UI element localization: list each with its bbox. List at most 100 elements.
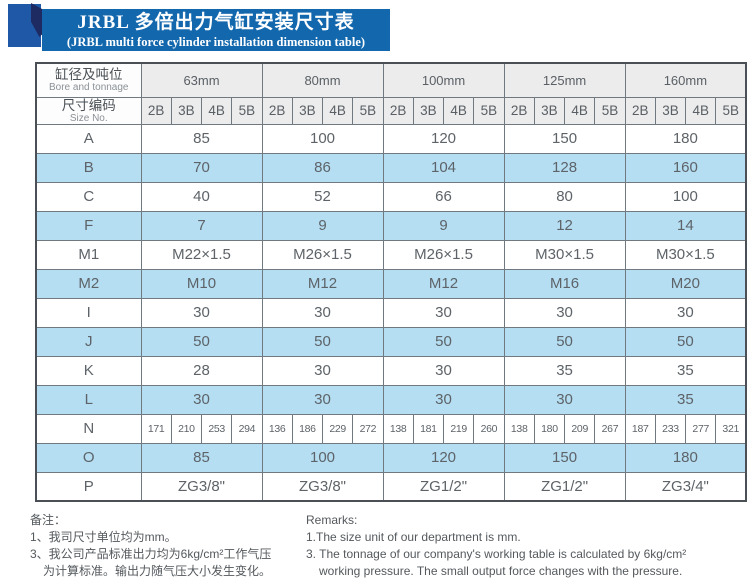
- size-code-header-cell: 3B: [533, 96, 566, 125]
- value-cell: 7: [140, 210, 263, 241]
- row-label-cell: J: [35, 326, 142, 357]
- value-cell: 30: [261, 384, 384, 415]
- row-label-cell: F: [35, 210, 142, 241]
- value-cell: 50: [261, 326, 384, 357]
- remarks-en-heading: Remarks:: [306, 513, 358, 527]
- value-cell: 50: [503, 326, 626, 357]
- page-title-zh: JRBL 多倍出力气缸安装尺寸表: [77, 12, 355, 33]
- row-label-cell: C: [35, 181, 142, 212]
- table-body: A 85 100 120 150 180 B 70 86 104 128 160 C 40 52 66 80 10…: [35, 123, 747, 502]
- size-code-header-cell: 2B: [624, 96, 656, 125]
- table-row: F 7 9 9 12 14: [35, 210, 747, 241]
- dimension-table: 缸径及吨位 Bore and tonnage 63mm 80mm 100mm 125mm 1…: [35, 62, 748, 502]
- bore-header-cell: 160mm: [624, 62, 747, 98]
- value-cell: 30: [140, 297, 263, 328]
- remarks-section: 备注： 1、我司尺寸单位均为mm。 3、我公司产品标准出力均为6kg/cm²工作…: [30, 512, 742, 580]
- value-cell: 85: [140, 442, 263, 473]
- remarks-zh-line: 1、我司尺寸单位均为mm。: [30, 530, 177, 544]
- table-row: N 171 210 253 294 136 186 229 272 138 181 219 260 138…: [35, 413, 747, 444]
- table-head: 缸径及吨位 Bore and tonnage 63mm 80mm 100mm 125mm 1…: [35, 62, 747, 125]
- value-cell: 86: [261, 152, 384, 183]
- corner-header-zh: 缸径及吨位: [55, 67, 123, 83]
- value-cell: M30×1.5: [624, 239, 747, 270]
- value-cell: 229: [321, 413, 354, 444]
- bore-header-cell: 100mm: [382, 62, 505, 98]
- value-cell: 187: [624, 413, 656, 444]
- value-cell: 150: [503, 123, 626, 154]
- value-cell: 14: [624, 210, 747, 241]
- value-cell: 30: [382, 297, 505, 328]
- value-cell: 120: [382, 123, 505, 154]
- remarks-en: Remarks: 1.The size unit of our departme…: [306, 512, 742, 580]
- value-cell: 50: [140, 326, 263, 357]
- size-code-header-cell: 3B: [412, 96, 445, 125]
- value-cell: 30: [382, 384, 505, 415]
- bore-header-cell: 80mm: [261, 62, 384, 98]
- value-cell: ZG3/8": [261, 471, 384, 502]
- remarks-zh-line: 3、我公司产品标准出力均为6kg/cm²工作气压: [30, 547, 272, 561]
- value-cell: 136: [261, 413, 293, 444]
- row-label-cell: P: [35, 471, 142, 502]
- corner-header-cell: 缸径及吨位 Bore and tonnage: [35, 62, 142, 98]
- row-label-cell: M1: [35, 239, 142, 270]
- size-code-header-cell: 4B: [442, 96, 475, 125]
- remarks-en-line: working pressure. The small output force…: [319, 564, 683, 578]
- remarks-zh-heading: 备注：: [30, 513, 67, 527]
- value-cell: 138: [503, 413, 535, 444]
- value-cell: 52: [261, 181, 384, 212]
- table-row: J 50 50 50 50 50: [35, 326, 747, 357]
- value-cell: 253: [200, 413, 233, 444]
- row-label-cell: A: [35, 123, 142, 154]
- value-cell: 210: [170, 413, 203, 444]
- value-cell: 180: [624, 123, 747, 154]
- value-cell: M12: [382, 268, 505, 299]
- row-label-cell: B: [35, 152, 142, 183]
- value-cell: 186: [291, 413, 324, 444]
- value-cell: 272: [352, 413, 384, 444]
- value-cell: 260: [473, 413, 505, 444]
- size-code-header-cell: 2B: [382, 96, 414, 125]
- value-cell: 171: [140, 413, 172, 444]
- value-cell: M10: [140, 268, 263, 299]
- corner-header-en: Bore and tonnage: [48, 82, 129, 94]
- value-cell: M22×1.5: [140, 239, 263, 270]
- remarks-zh-line: 为计算标准。输出力随气压大小发生变化。: [43, 564, 272, 578]
- value-cell: 80: [503, 181, 626, 212]
- table-row: C 40 52 66 80 100: [35, 181, 747, 212]
- remarks-zh: 备注： 1、我司尺寸单位均为mm。 3、我公司产品标准出力均为6kg/cm²工作…: [30, 512, 306, 580]
- value-cell: 181: [412, 413, 445, 444]
- value-cell: 28: [140, 355, 263, 386]
- table-row: I 30 30 30 30 30: [35, 297, 747, 328]
- corner-header-cell: 尺寸编码 Size No.: [35, 96, 142, 125]
- value-cell: 35: [624, 355, 747, 386]
- value-cell: ZG3/4": [624, 471, 747, 502]
- value-cell: 35: [624, 384, 747, 415]
- row-label-cell: L: [35, 384, 142, 415]
- table-row: B 70 86 104 128 160: [35, 152, 747, 183]
- size-code-header-cell: 3B: [170, 96, 203, 125]
- remarks-en-line: 3. The tonnage of our company's working …: [306, 547, 687, 561]
- value-cell: 50: [382, 326, 505, 357]
- value-cell: 85: [140, 123, 263, 154]
- value-cell: 30: [503, 297, 626, 328]
- table-row: P ZG3/8" ZG3/8" ZG1/2" ZG1/2" ZG3/4": [35, 471, 747, 502]
- value-cell: 30: [261, 297, 384, 328]
- value-cell: M30×1.5: [503, 239, 626, 270]
- value-cell: 294: [231, 413, 263, 444]
- size-code-header-cell: 5B: [594, 96, 626, 125]
- value-cell: 128: [503, 152, 626, 183]
- value-cell: 66: [382, 181, 505, 212]
- table-row: L 30 30 30 30 35: [35, 384, 747, 415]
- value-cell: 120: [382, 442, 505, 473]
- value-cell: 180: [533, 413, 566, 444]
- table-row: M1 M22×1.5 M26×1.5 M26×1.5 M30×1.5 M30×1.5: [35, 239, 747, 270]
- value-cell: 30: [503, 384, 626, 415]
- value-cell: 12: [503, 210, 626, 241]
- remarks-en-line: 1.The size unit of our department is mm.: [306, 530, 521, 544]
- value-cell: 30: [261, 355, 384, 386]
- size-code-header-cell: 4B: [685, 96, 717, 125]
- value-cell: M20: [624, 268, 747, 299]
- table-row: A 85 100 120 150 180: [35, 123, 747, 154]
- size-code-header-cell: 2B: [503, 96, 535, 125]
- row-label-cell: N: [35, 413, 142, 444]
